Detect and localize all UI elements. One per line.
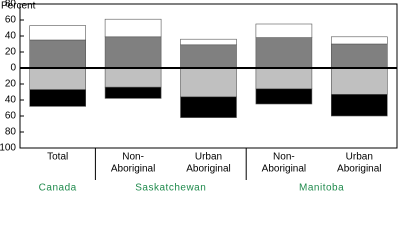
bar-segment: [180, 44, 237, 69]
y-axis-label: Percent: [1, 1, 36, 12]
x-tick-label: Aboriginal: [262, 164, 306, 175]
y-tick-label: 100: [0, 143, 16, 154]
y-tick-label: 80: [5, 0, 17, 10]
y-tick-label: 80: [5, 127, 17, 138]
y-tick-label: 60: [5, 111, 17, 122]
x-tick-label: Non-: [122, 152, 144, 163]
y-tick-label: 20: [5, 47, 17, 58]
bar-segment: [29, 89, 87, 107]
bar-segment: [255, 37, 313, 69]
bar-segment: [180, 38, 237, 46]
bar-segment: [104, 86, 162, 99]
bar-segment: [104, 18, 162, 38]
bar-segment: [255, 88, 313, 105]
y-tick-label: 0: [10, 63, 16, 74]
y-tick-label: 40: [5, 95, 17, 106]
x-tick-label: Urban: [346, 152, 373, 163]
y-tick-label: 20: [5, 79, 17, 90]
x-tick-label: Urban: [195, 152, 222, 163]
bar-segment: [255, 67, 313, 90]
bar-segment: [330, 94, 388, 117]
bar-segment: [180, 96, 237, 118]
x-tick-label: Total: [47, 152, 68, 163]
plot-frame: [19, 3, 398, 149]
bar-segment: [330, 36, 388, 45]
group-label: Manitoba: [299, 183, 344, 194]
bar-segment: [180, 67, 237, 98]
x-tick-label: Aboriginal: [337, 164, 381, 175]
y-tick-label: 40: [5, 31, 17, 42]
bar-segment: [29, 39, 87, 69]
x-tick-label: Non-: [273, 152, 295, 163]
y-tick-label: 60: [5, 15, 17, 26]
bar-segment: [104, 67, 162, 88]
bar-segment: [330, 43, 388, 69]
bar-segment: [255, 23, 313, 38]
group-label: Saskatchewan: [135, 183, 206, 194]
group-label: Canada: [39, 183, 77, 194]
x-tick-label: Aboriginal: [111, 164, 155, 175]
bar-segment: [29, 67, 87, 90]
x-tick-label: Aboriginal: [186, 164, 230, 175]
bar-segment: [330, 67, 388, 95]
bar-segment: [104, 36, 162, 69]
bar-segment: [29, 25, 87, 41]
